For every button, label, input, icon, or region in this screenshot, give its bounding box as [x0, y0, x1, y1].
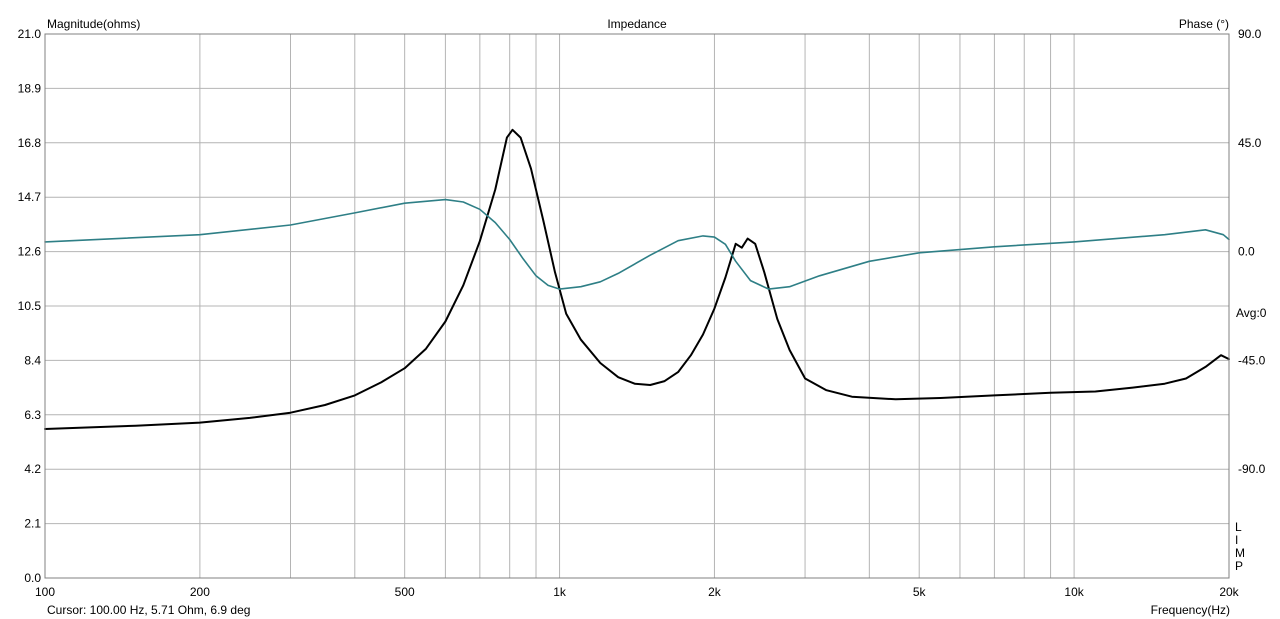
y-left-tick-label: 18.9 — [18, 81, 42, 95]
tick-labels: 100 200 500 1k 2k 5k 10k 20k 0.0 2.1 4.2 6.3 8.4 10.5… — [18, 27, 1266, 599]
y-left-tick-label: 12.6 — [18, 245, 42, 259]
cursor-readout: Cursor: 100.00 Hz, 5.71 Ohm, 6.9 deg — [47, 603, 250, 617]
avg-label: Avg:0 — [1236, 306, 1267, 320]
y-left-tick-label: 8.4 — [24, 353, 41, 367]
series-lines — [44, 128, 1230, 430]
side-letter-p: P — [1235, 559, 1243, 573]
x-tick-label: 100 — [35, 585, 55, 599]
y-left-tick-label: 10.5 — [18, 299, 42, 313]
x-tick-label: 500 — [395, 585, 415, 599]
y-left-tick-label: 14.7 — [18, 190, 42, 204]
y-right-tick-label: -45.0 — [1238, 353, 1266, 367]
magnitude-series-line — [44, 128, 1230, 430]
left-axis-title: Magnitude(ohms) — [47, 17, 140, 31]
x-axis-title: Frequency(Hz) — [1151, 603, 1230, 617]
x-tick-label: 1k — [553, 585, 567, 599]
x-tick-label: 20k — [1219, 585, 1239, 599]
x-tick-label: 200 — [190, 585, 210, 599]
side-letter-m: M — [1235, 546, 1245, 560]
y-left-tick-label: 21.0 — [18, 27, 42, 41]
y-left-tick-label: 6.3 — [24, 408, 41, 422]
right-axis-title: Phase (°) — [1179, 17, 1229, 31]
phase-series-line — [44, 198, 1230, 290]
y-right-tick-label: 0.0 — [1238, 245, 1255, 259]
y-left-tick-label: 0.0 — [24, 571, 41, 585]
plot-frame — [44, 33, 1230, 579]
y-left-tick-label: 2.1 — [24, 517, 41, 531]
y-right-tick-label: -90.0 — [1238, 462, 1266, 476]
x-tick-label: 2k — [708, 585, 722, 599]
x-tick-label: 5k — [913, 585, 927, 599]
side-letter-l: L — [1235, 520, 1242, 534]
x-tick-label: 10k — [1064, 585, 1084, 599]
chart-title: Impedance — [607, 17, 667, 31]
y-right-tick-label: 45.0 — [1238, 136, 1262, 150]
y-right-tick-label: 90.0 — [1238, 27, 1262, 41]
y-left-tick-label: 16.8 — [18, 136, 42, 150]
y-left-tick-label: 4.2 — [24, 462, 41, 476]
grid-lines — [44, 33, 1230, 579]
side-letter-i: I — [1235, 533, 1238, 547]
